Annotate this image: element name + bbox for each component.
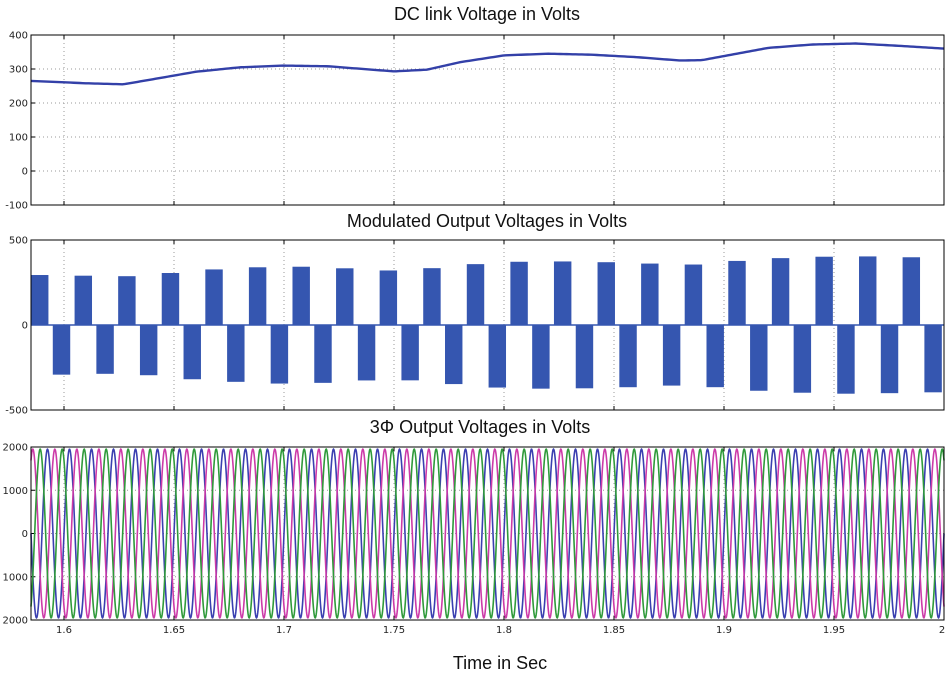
x-axis-ticks: 1.6 1.65 1.7 1.75 1.8 1.85 1.9 1.95 2 (56, 625, 945, 636)
modulated-negative-pulse (488, 325, 507, 388)
modulated-negative-pulse (139, 325, 158, 376)
three-phase-series (30, 447, 945, 620)
modulated-negative-pulse (401, 325, 419, 381)
modulated-negative-pulse (52, 325, 71, 375)
modulated-positive-pulse (292, 266, 310, 325)
modulated-positive-pulse (379, 270, 398, 325)
y-tick-label: 2000 (3, 616, 28, 627)
three-phase-title: 3Φ Output Voltages in Volts (370, 417, 591, 437)
x-tick-label: 1.85 (603, 625, 625, 636)
modulated-positive-pulse (641, 263, 659, 325)
modulated-series (31, 256, 944, 394)
modulated-title: Modulated Output Voltages in Volts (347, 211, 627, 231)
y-tick-label: 2000 (3, 443, 28, 454)
modulated-axes-frame (30, 239, 945, 411)
modulated-positive-pulse (466, 264, 485, 325)
three-phase-panel: 3Φ Output Voltages in Volts 2000 1000 0 100… (3, 417, 946, 636)
modulated-negative-pulse (750, 325, 768, 391)
modulated-negative-pulse (532, 325, 550, 389)
three-phase-axes-frame (30, 446, 945, 621)
y-tick-label: -500 (5, 406, 28, 417)
dc-link-axes-frame (30, 34, 945, 206)
modulated-positive-pulse (902, 257, 921, 325)
three-phase-y-ticks: 2000 1000 0 1000 2000 (3, 443, 35, 627)
y-tick-label: 1000 (3, 486, 28, 497)
modulated-positive-pulse (161, 273, 180, 325)
dc-link-title: DC link Voltage in Volts (394, 4, 580, 24)
modulated-negative-pulse (793, 325, 812, 393)
y-tick-label: 0 (22, 529, 28, 540)
modulated-positive-pulse (205, 269, 223, 325)
y-tick-label: 500 (9, 236, 28, 247)
modulated-positive-pulse (74, 275, 93, 325)
y-tick-label: 0 (22, 321, 28, 332)
modulated-positive-pulse (597, 262, 615, 325)
y-tick-label: -100 (5, 201, 28, 212)
modulated-positive-pulse (248, 267, 267, 325)
x-tick-label: 1.6 (56, 625, 72, 636)
y-tick-label: 400 (9, 31, 28, 42)
modulated-negative-pulse (183, 325, 201, 380)
x-tick-label: 1.65 (163, 625, 185, 636)
modulated-negative-pulse (880, 325, 899, 394)
modulated-negative-pulse (706, 325, 724, 388)
x-tick-label: 2 (939, 625, 945, 636)
dc-link-grid (31, 35, 944, 205)
modulated-negative-pulse (96, 325, 114, 374)
modulated-negative-pulse (662, 325, 681, 386)
dc-link-series (30, 42, 945, 86)
modulated-negative-pulse (924, 325, 942, 393)
modulated-positive-pulse (728, 260, 746, 325)
modulated-positive-pulse (510, 261, 528, 325)
modulated-negative-pulse (445, 325, 463, 385)
modulated-positive-pulse (423, 268, 441, 325)
y-tick-label: 0 (22, 167, 28, 178)
modulated-negative-pulse (357, 325, 376, 381)
y-tick-label: 300 (9, 65, 28, 76)
modulated-negative-pulse (575, 325, 594, 389)
modulated-positive-pulse (118, 276, 136, 325)
dc-link-line (30, 42, 945, 86)
modulated-panel: Modulated Output Voltages in Volts 500 0 -… (5, 211, 945, 417)
x-tick-label: 1.95 (823, 625, 845, 636)
dc-link-panel: DC link Voltage in Volts 400 300 200 100 0 -1… (5, 4, 945, 212)
phase-3-line (30, 447, 945, 620)
y-tick-label: 100 (9, 133, 28, 144)
modulated-negative-pulse (314, 325, 332, 383)
x-tick-label: 1.8 (496, 625, 512, 636)
modulated-positive-pulse (684, 264, 703, 325)
modulated-positive-pulse (859, 256, 877, 325)
x-axis-label: Time in Sec (453, 653, 547, 673)
x-tick-label: 1.7 (276, 625, 292, 636)
x-tick-label: 1.9 (716, 625, 732, 636)
modulated-positive-pulse (31, 275, 49, 325)
y-tick-label: 1000 (3, 572, 28, 583)
modulated-positive-pulse (815, 256, 833, 325)
modulated-positive-pulse (771, 258, 790, 325)
modulated-negative-pulse (227, 325, 245, 382)
modulated-negative-pulse (619, 325, 637, 388)
y-tick-label: 200 (9, 99, 28, 110)
modulated-positive-pulse (336, 268, 354, 325)
modulated-negative-pulse (837, 325, 855, 394)
modulated-positive-pulse (553, 261, 572, 325)
x-tick-label: 1.75 (383, 625, 405, 636)
modulated-negative-pulse (270, 325, 289, 384)
